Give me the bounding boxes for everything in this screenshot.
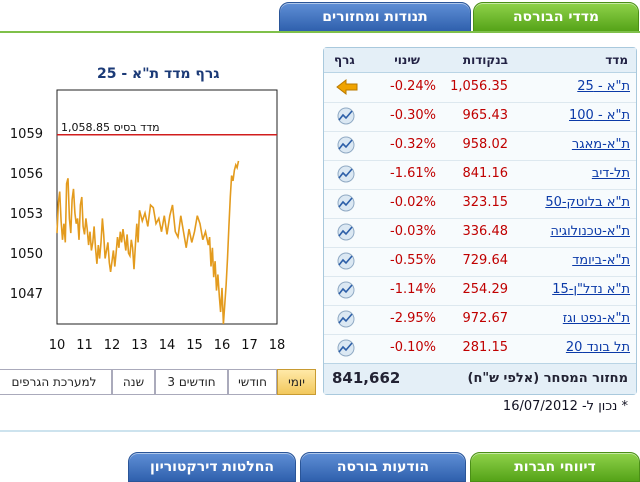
- y-tick-label: 1059: [10, 127, 43, 142]
- index-points: 336.48: [462, 224, 509, 239]
- turnover-row: מחזור המסחר (אלפי ש"ח) 841,662: [324, 363, 636, 394]
- index-name-link[interactable]: ת"א - 25: [577, 79, 630, 94]
- index-change: -0.55%: [390, 253, 436, 268]
- base-label: מדד בסיס 1,058.85: [61, 121, 160, 134]
- x-tick-label: 16: [214, 338, 231, 353]
- x-tick-label: 12: [104, 338, 121, 353]
- x-tick-label: 17: [241, 338, 258, 353]
- turnover-label: מחזור המסחר (אלפי ש"ח): [467, 371, 629, 386]
- chart-title: גרף מדד ת"א - 25: [97, 66, 220, 82]
- index-change: -0.30%: [390, 108, 436, 123]
- index-points: 254.29: [462, 282, 509, 297]
- graph-icon[interactable]: [336, 252, 356, 270]
- table-row: תל-דיב 841.16 -1.61%: [324, 160, 636, 190]
- index-change: -0.02%: [390, 195, 436, 210]
- index-name-link[interactable]: ת"א - 100: [569, 108, 630, 123]
- index-points: 729.64: [462, 253, 509, 268]
- updated-note: * נכון ל- 16/07/2012: [502, 399, 628, 414]
- graph-icon[interactable]: [336, 223, 356, 241]
- x-tick-label: 15: [186, 338, 203, 353]
- index-points: 972.67: [462, 311, 509, 326]
- index-name-link[interactable]: ת"א-נפט וגז: [562, 311, 630, 326]
- header-change: שינוי: [394, 53, 420, 67]
- table-row: תל בונד 20 281.15 -0.10%: [324, 334, 636, 364]
- index-points: 323.15: [462, 195, 509, 210]
- index-name-link[interactable]: ת"א-טכנולוגיה: [550, 224, 630, 239]
- x-tick-label: 14: [159, 338, 176, 353]
- indices-table: מדד בנקודות שינוי גרף ת"א - 25 1,056.35 -0…: [323, 47, 637, 395]
- range-year-button[interactable]: שנה: [112, 369, 155, 395]
- x-tick-label: 11: [76, 338, 93, 353]
- x-tick-label: 13: [131, 338, 148, 353]
- y-tick-label: 1047: [10, 287, 43, 302]
- arrow-left-icon[interactable]: [336, 78, 358, 96]
- x-tick-label: 10: [49, 338, 66, 353]
- index-name-link[interactable]: ת"א-מאגר: [571, 137, 630, 152]
- table-row: ת"א - 25 1,056.35 -0.24%: [324, 73, 636, 103]
- index-points: 841.16: [462, 166, 509, 181]
- graph-icon[interactable]: [336, 194, 356, 212]
- graph-icon[interactable]: [336, 339, 356, 357]
- table-row: ת"א נדל"ן-15 254.29 -1.14%: [324, 276, 636, 306]
- tab-company-reports[interactable]: דיווחי חברות: [470, 452, 640, 482]
- index-name-link[interactable]: ת"א נדל"ן-15: [552, 282, 630, 297]
- index-change: -2.95%: [390, 311, 436, 326]
- index-points: 281.15: [462, 340, 509, 355]
- range-monthly-button[interactable]: חודשי: [228, 369, 277, 395]
- table-row: ת"א-נפט וגז 972.67 -2.95%: [324, 305, 636, 335]
- y-tick-label: 1056: [10, 167, 43, 182]
- table-header: מדד בנקודות שינוי גרף: [324, 48, 636, 73]
- graph-icon[interactable]: [336, 310, 356, 328]
- header-points: בנקודות: [462, 53, 508, 67]
- graph-icon[interactable]: [336, 281, 356, 299]
- tab-board-decisions[interactable]: החלטות דירקטוריון: [128, 452, 296, 482]
- index-points: 965.43: [462, 108, 509, 123]
- index-change: -0.03%: [390, 224, 436, 239]
- index-change: -0.10%: [390, 340, 436, 355]
- table-row: ת"א-ביומד 729.64 -0.55%: [324, 247, 636, 277]
- y-tick-label: 1053: [10, 207, 43, 222]
- y-tick-label: 1050: [10, 247, 43, 262]
- table-row: ת"א-טכנולוגיה 336.48 -0.03%: [324, 218, 636, 248]
- table-row: ת"א - 100 965.43 -0.30%: [324, 102, 636, 132]
- index-name-link[interactable]: ת"א-ביומד: [572, 253, 630, 268]
- range-daily-button[interactable]: יומי: [277, 369, 316, 395]
- table-row: ת"א בלוטק-50 323.15 -0.02%: [324, 189, 636, 219]
- plot-area: [56, 89, 278, 325]
- graph-icon[interactable]: [336, 136, 356, 154]
- index-points: 1,056.35: [450, 79, 508, 94]
- header-name: מדד: [605, 53, 628, 67]
- table-row: ת"א-מאגר 958.02 -0.32%: [324, 131, 636, 161]
- index-points: 958.02: [462, 137, 509, 152]
- graph-icon[interactable]: [336, 107, 356, 125]
- index-name-link[interactable]: תל בונד 20: [565, 340, 630, 355]
- range-3months-button[interactable]: 3 חודשים: [155, 369, 228, 395]
- header-graph: גרף: [334, 53, 355, 67]
- tab-market-indices[interactable]: מדדי הבורסה: [473, 2, 639, 32]
- index-change: -1.14%: [390, 282, 436, 297]
- tab-exchange-announcements[interactable]: הודעות בורסה: [300, 452, 466, 482]
- index-series-line: [56, 160, 240, 325]
- index-name-link[interactable]: תל-דיב: [591, 166, 630, 181]
- graph-system-link[interactable]: למערכת הגרפים: [0, 369, 112, 395]
- graph-icon[interactable]: [336, 165, 356, 183]
- index-chart: 1047 1050 1053 1056 1059 10 11 12 13 14 15 16 17 18 מד…: [10, 89, 286, 353]
- turnover-value: 841,662: [332, 369, 401, 387]
- index-change: -0.32%: [390, 137, 436, 152]
- x-tick-label: 18: [269, 338, 286, 353]
- index-name-link[interactable]: ת"א בלוטק-50: [545, 195, 630, 210]
- tab-volatility-turnover[interactable]: תנודות ומחזורים: [279, 2, 471, 32]
- index-change: -1.61%: [390, 166, 436, 181]
- index-change: -0.24%: [390, 79, 436, 94]
